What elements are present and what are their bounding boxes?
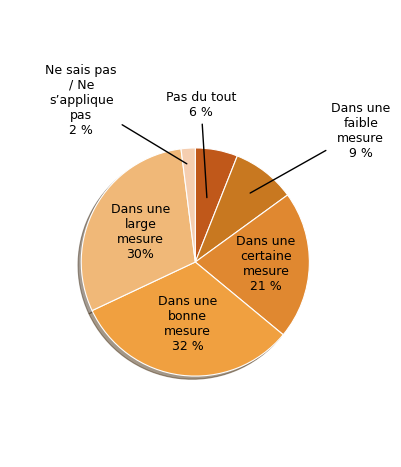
Wedge shape: [180, 148, 195, 262]
Wedge shape: [195, 156, 287, 262]
Text: Ne sais pas
/ Ne
s’applique
pas
2 %: Ne sais pas / Ne s’applique pas 2 %: [45, 64, 186, 164]
Wedge shape: [92, 262, 282, 376]
Wedge shape: [81, 149, 195, 311]
Text: Dans une
certaine
mesure
21 %: Dans une certaine mesure 21 %: [236, 235, 295, 293]
Text: Dans une
bonne
mesure
32 %: Dans une bonne mesure 32 %: [158, 295, 217, 353]
Wedge shape: [195, 195, 309, 335]
Text: Dans une
faible
mesure
9 %: Dans une faible mesure 9 %: [249, 102, 389, 193]
Text: Dans une
large
mesure
30%: Dans une large mesure 30%: [110, 203, 170, 261]
Wedge shape: [195, 148, 237, 262]
Text: Pas du tout
6 %: Pas du tout 6 %: [165, 91, 236, 198]
